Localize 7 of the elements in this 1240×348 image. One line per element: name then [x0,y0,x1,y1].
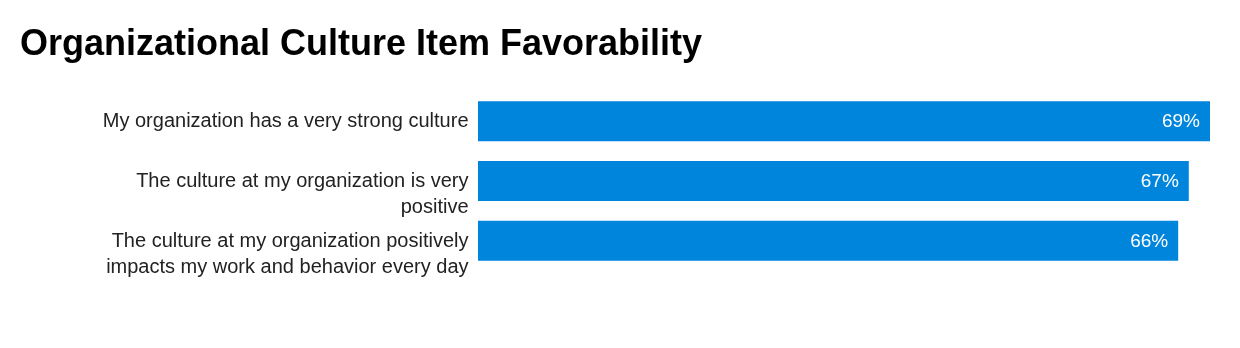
data-label: 69% [1161,110,1201,132]
y-tick-label: The culture at my organization positively impacts my work and behavior every day [106,228,469,277]
chart-title: Organizational Culture Item Favorability [20,22,703,63]
data-label: 66% [1130,229,1169,251]
y-tick-label: My organization has a very strong culture [102,109,469,132]
data-label: 67% [1140,170,1179,191]
y-tick-label: The culture at my organization is very positive [136,169,469,217]
